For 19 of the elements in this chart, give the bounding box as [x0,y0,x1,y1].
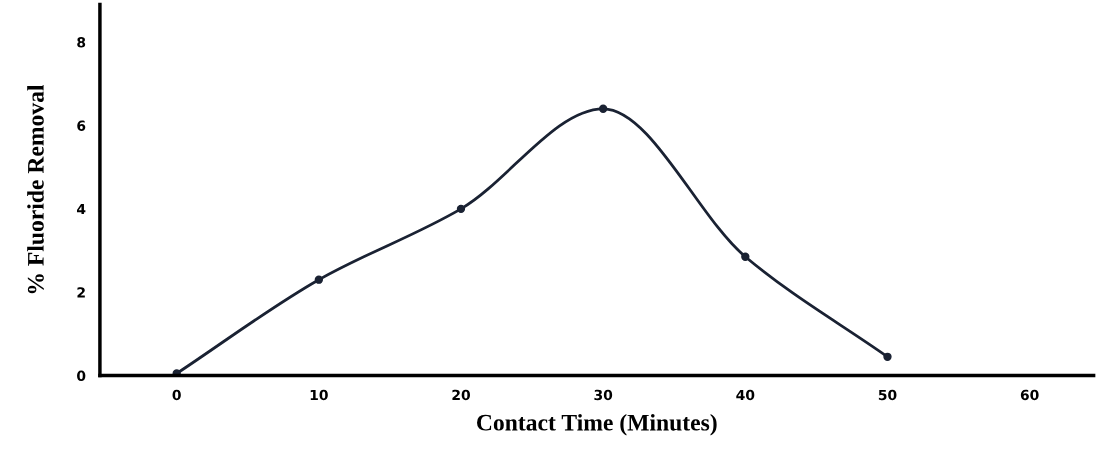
x-tick-label: 10 [310,389,328,401]
y-tick-label: 0 [77,370,86,382]
y-tick-label: 8 [77,37,86,48]
x-axis-title: Contact Time (Minutes) [477,414,717,436]
point [314,275,324,284]
point [456,204,466,213]
x-tick-label: 30 [594,389,613,401]
x-tick-label: 50 [878,389,897,401]
point [598,104,608,113]
y-tick-label: 2 [77,287,85,298]
y-tick-label: 6 [77,120,86,131]
y-tick-label: 4 [76,203,86,215]
x-tick-label: 0 [172,389,181,401]
y-axis-title: % Fluoride Removal [27,84,44,294]
x-tick-label: 40 [736,389,755,401]
point [883,352,892,361]
point [741,252,750,261]
x-tick-label: 60 [1020,389,1039,401]
x-tick-label: 20 [452,389,470,401]
